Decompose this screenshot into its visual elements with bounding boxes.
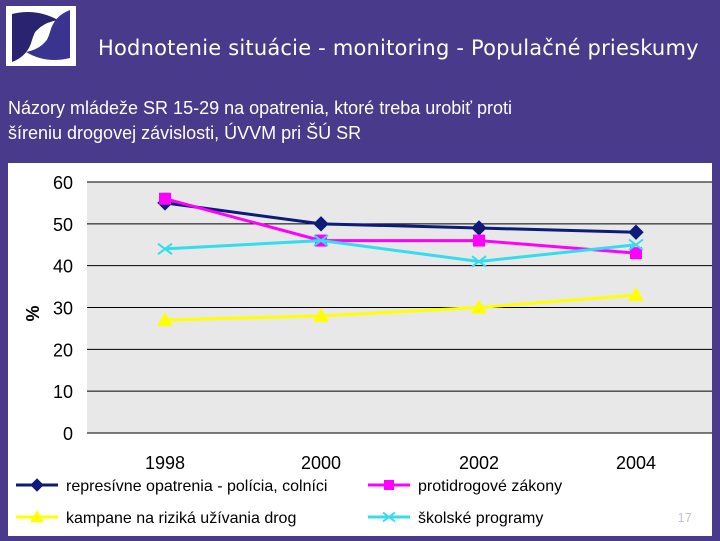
page-number: 17	[677, 510, 692, 525]
y-axis-label: %	[23, 305, 43, 321]
series-line	[164, 201, 637, 234]
subtitle-line-1: Názory mládeže SR 15-29 na opatrenia, kt…	[8, 98, 513, 118]
subtitle-line-2: šíreniu drogovej závislosti, ÚVVM pri ŠÚ…	[8, 123, 362, 143]
y-tick-label: 30	[53, 299, 73, 319]
data-point	[384, 480, 394, 490]
data-point	[382, 511, 396, 523]
slide-title: Hodnotenie situácie - monitoring - Popul…	[98, 36, 699, 60]
x-tick-label: 2000	[301, 453, 341, 473]
data-point	[628, 238, 644, 251]
data-point	[628, 286, 644, 302]
y-tick-label: 0	[63, 424, 73, 444]
x-tick-label: 1998	[145, 453, 185, 473]
y-tick-label: 60	[53, 173, 73, 193]
y-tick-label: 50	[53, 215, 73, 235]
y-tick-label: 20	[53, 340, 73, 360]
data-point	[628, 224, 644, 240]
x-tick-label: 2002	[459, 453, 499, 473]
data-point	[159, 192, 171, 205]
chart-area: 0 10 20 30 40 50 60% 1998 2000 2002 2004 represívne…	[8, 163, 712, 536]
series-line	[164, 293, 637, 322]
legend-label: školské programy	[418, 510, 543, 527]
data-point	[313, 307, 329, 322]
x-tick-label: 2004	[616, 453, 656, 473]
data-point	[30, 509, 44, 523]
data-point	[157, 312, 173, 327]
data-point	[630, 247, 642, 260]
data-point	[471, 299, 487, 314]
y-tick-label: 40	[53, 257, 73, 277]
data-point	[473, 234, 485, 247]
series-line	[164, 239, 637, 263]
legend-label: represívne opatrenia - polícia, colníci	[66, 478, 327, 495]
legend-label: protidrogové zákony	[418, 478, 562, 495]
logo	[6, 6, 76, 66]
data-point	[313, 234, 329, 247]
data-point	[313, 216, 329, 232]
y-tick-label: 10	[53, 382, 73, 402]
line-chart: 0 10 20 30 40 50 60% 1998 2000 2002 2004 represívne…	[16, 173, 712, 527]
series-line	[164, 197, 637, 255]
data-point	[30, 478, 44, 492]
data-point	[157, 242, 173, 255]
data-point	[471, 255, 487, 268]
legend-label: kampane na riziká užívania drog	[66, 510, 296, 527]
logo-graphic	[6, 6, 76, 66]
slide-subtitle: Názory mládeže SR 15-29 na opatrenia, kt…	[8, 96, 708, 146]
